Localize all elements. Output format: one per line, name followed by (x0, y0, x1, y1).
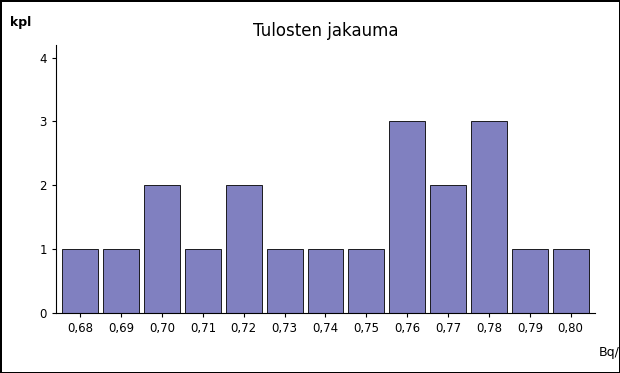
Bar (308, 250, 343, 313)
Bar (348, 250, 384, 313)
Bar (103, 250, 139, 313)
Bar (552, 250, 588, 313)
Bar (185, 250, 221, 313)
Bar (389, 122, 425, 313)
Bar (267, 250, 303, 313)
Title: Tulosten jakauma: Tulosten jakauma (253, 22, 398, 40)
X-axis label: Bq/kg: Bq/kg (599, 345, 620, 358)
Text: kpl: kpl (10, 16, 31, 29)
Bar (471, 122, 507, 313)
Bar (512, 250, 548, 313)
Bar (63, 250, 99, 313)
Bar (144, 185, 180, 313)
Bar (226, 185, 262, 313)
Bar (430, 185, 466, 313)
